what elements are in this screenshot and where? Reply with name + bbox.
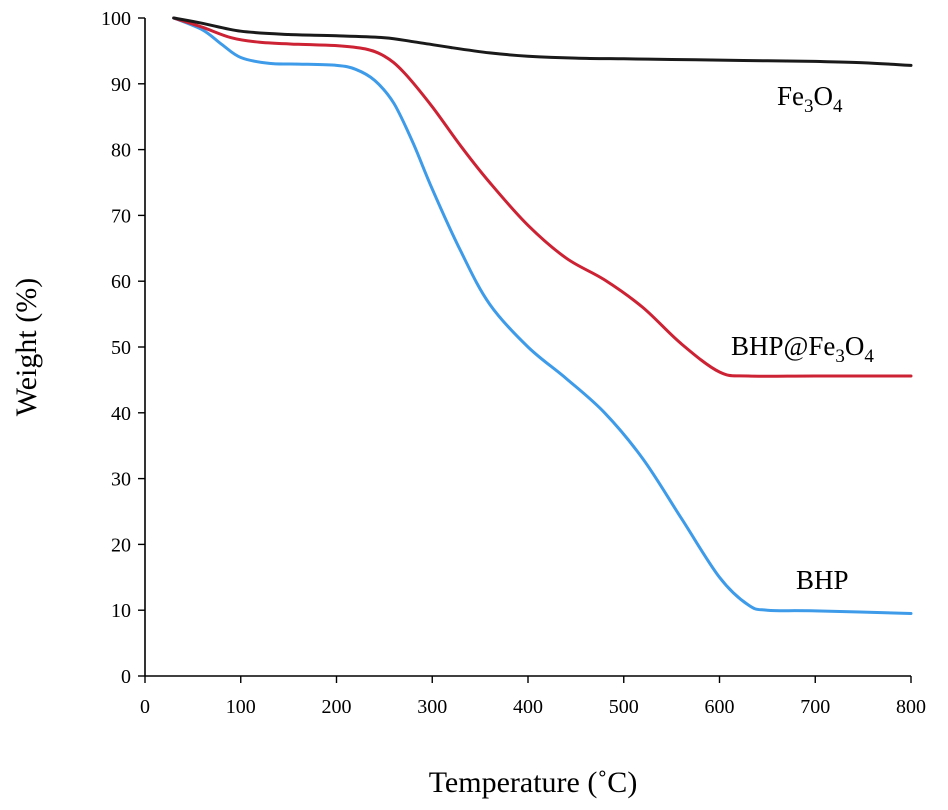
y-axis-title: Weight (%) [10,278,43,416]
y-tick-label: 30 [111,469,131,491]
y-tick-label: 90 [111,74,131,96]
x-tick-label: 600 [705,696,735,718]
x-tick-label: 300 [417,696,447,718]
x-axis-title: Temperature (˚C) [429,766,638,799]
y-tick-label: 0 [121,666,131,688]
y-tick-label: 40 [111,403,131,425]
series-label-bhp-fe3o4: BHP@Fe3O4 [731,331,874,367]
x-tick-label: 400 [513,696,543,718]
y-tick-label: 50 [111,337,131,359]
series-line-fe3o4 [172,16,913,67]
x-tick-label: 800 [896,696,926,718]
y-tick-label: 10 [111,600,131,622]
y-tick-label: 80 [111,140,131,162]
x-tick-label: 200 [322,696,352,718]
series-lines [172,16,913,615]
series-line-bhp-fe3o4 [172,16,913,378]
x-axis-ticks: 0 100 200 300 400 500 600 700 800 [140,676,926,718]
series-label-bhp: BHP [796,565,849,595]
x-tick-label: 500 [609,696,639,718]
y-tick-label: 70 [111,205,131,227]
series-label-fe3o4: Fe3O4 [777,81,843,117]
y-axis-ticks: 0 10 20 30 40 50 60 70 80 90 100 [101,8,145,688]
x-tick-label: 700 [800,696,830,718]
x-tick-label: 0 [140,696,150,718]
y-tick-label: 20 [111,534,131,556]
x-tick-label: 100 [226,696,256,718]
y-tick-label: 60 [111,271,131,293]
series-line-bhp [172,16,913,615]
y-tick-label: 100 [101,8,131,30]
